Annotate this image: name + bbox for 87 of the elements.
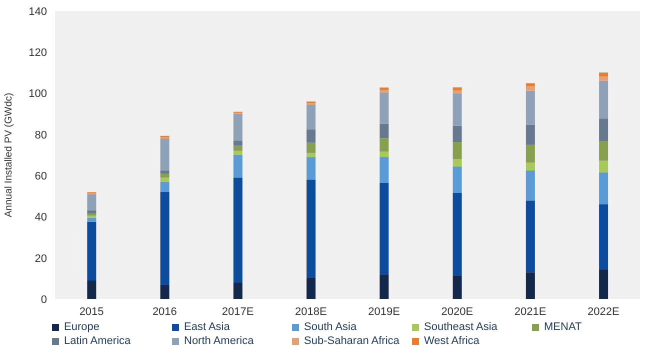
bar (599, 172, 608, 204)
y-axis-title: Annual Installed PV (GWdc) (4, 92, 15, 218)
y-tick-label: 100 (28, 88, 47, 100)
x-tick-label: 2021E (514, 306, 546, 318)
legend-label: West Africa (424, 335, 480, 347)
bar (526, 83, 535, 86)
legend-label: MENAT (544, 321, 582, 333)
bar (233, 150, 242, 155)
bar (452, 126, 462, 142)
bar (526, 124, 535, 145)
y-tick-label: 80 (34, 129, 47, 142)
bar (452, 90, 462, 94)
bar (160, 138, 170, 170)
bar (380, 92, 389, 124)
bar (452, 87, 462, 90)
bar (87, 222, 96, 280)
bar (306, 277, 316, 299)
bar (380, 138, 389, 152)
y-tick-label: 120 (28, 47, 47, 60)
legend-label: South Asia (304, 321, 357, 333)
bar (160, 170, 170, 174)
x-tick-label: 2019E (368, 306, 400, 318)
bar (526, 200, 535, 272)
legend-label: Latin America (64, 335, 131, 347)
bar (452, 193, 462, 276)
bar (599, 160, 608, 172)
y-tick-label: 140 (28, 6, 47, 18)
bar (452, 159, 462, 166)
bar (160, 192, 170, 285)
bar (160, 174, 170, 178)
y-tick-label: 0 (40, 294, 47, 306)
bar (599, 204, 608, 270)
bar (87, 280, 96, 299)
x-tick-label: 2015 (79, 306, 104, 318)
bar (87, 210, 96, 214)
y-tick-label: 60 (34, 170, 47, 182)
bar (233, 146, 242, 151)
legend-label: Europe (64, 321, 100, 333)
bar (526, 86, 535, 91)
bar (233, 282, 242, 299)
bar (87, 194, 96, 211)
bar (380, 88, 389, 90)
x-tick-label: 2020E (441, 306, 474, 318)
x-tick-label: 2022E (588, 306, 620, 318)
x-tick-label: 2018E (295, 306, 327, 318)
bar (526, 162, 535, 170)
bar (380, 182, 389, 274)
bar (380, 124, 389, 138)
bar (599, 118, 608, 142)
bar (452, 93, 462, 126)
legend-label: North America (184, 335, 254, 347)
bar (306, 180, 316, 278)
bar (306, 104, 316, 130)
bar (526, 272, 535, 299)
bar (306, 152, 316, 158)
bar (452, 142, 462, 160)
bar (380, 157, 389, 183)
bar (87, 218, 96, 222)
x-tick-label: 2017E (222, 306, 254, 318)
bar (160, 182, 170, 192)
bar (380, 152, 389, 158)
bar (306, 129, 316, 143)
bar (526, 90, 535, 125)
bar (599, 141, 608, 161)
bar (599, 72, 608, 76)
bar (452, 275, 462, 299)
bar (306, 142, 316, 153)
bar (452, 166, 462, 194)
bar (160, 284, 170, 299)
bar (599, 80, 608, 119)
x-tick-label: 2016 (152, 306, 177, 318)
bar (526, 144, 535, 163)
bar (160, 178, 170, 182)
legend-label: Southeast Asia (424, 321, 498, 333)
bar (599, 76, 608, 81)
y-tick-label: 20 (34, 252, 47, 265)
bar (233, 114, 242, 141)
bar (233, 178, 242, 283)
legend-label: Sub-Saharan Africa (304, 335, 400, 347)
bar (233, 155, 242, 178)
bar (526, 170, 535, 201)
bar (306, 157, 316, 180)
y-tick-label: 40 (34, 212, 47, 224)
bar (380, 274, 389, 299)
bar (233, 140, 242, 146)
bar (599, 269, 608, 299)
legend-label: East Asia (184, 321, 230, 333)
